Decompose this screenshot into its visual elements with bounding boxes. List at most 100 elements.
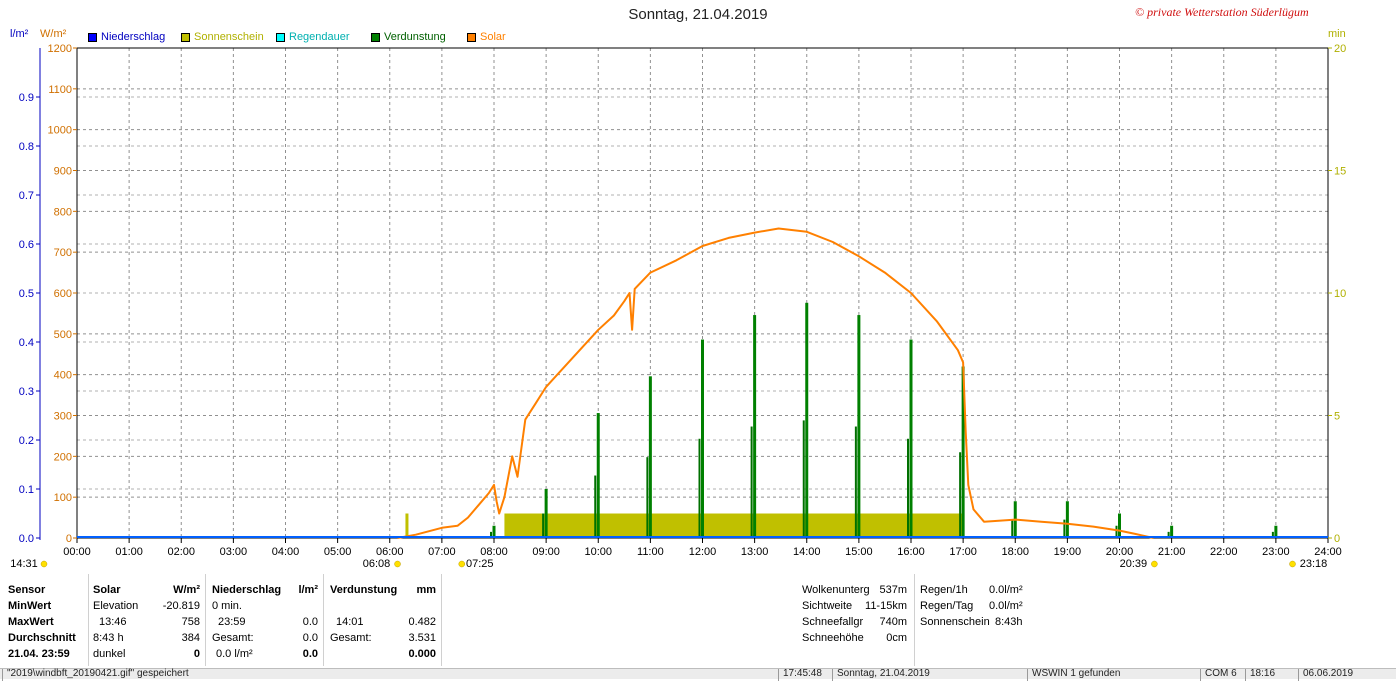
x-tick-label: 13:00 xyxy=(741,546,769,558)
y-tick-labels: 0100200300400500600700800900100011001200… xyxy=(19,43,1347,545)
legend-swatch xyxy=(88,32,97,42)
legend-item: Niederschlag xyxy=(88,31,165,43)
evaporation-bar xyxy=(854,426,857,538)
evaporation-bar xyxy=(648,376,652,538)
solar-tick-label: 900 xyxy=(54,166,72,178)
evaporation-bar xyxy=(907,438,909,538)
evaporation-bar xyxy=(492,525,496,538)
solar-row-value: 384 xyxy=(181,632,200,644)
rain-row-label: Regen/Tag xyxy=(920,600,974,612)
legend-swatch xyxy=(467,32,476,42)
x-tick-label: 01:00 xyxy=(115,546,143,558)
minutes-tick-label: 0 xyxy=(1334,533,1340,545)
evaporation-bar xyxy=(802,420,805,538)
weather-row-label: Wolkenunterg xyxy=(802,584,870,596)
rain-tick-label: 0.7 xyxy=(19,190,34,202)
evaporation-series xyxy=(490,302,1278,538)
sensor-row-max: MaxWert xyxy=(8,616,54,628)
status-port: COM 6 xyxy=(1200,669,1247,681)
legend-item: Verdunstung xyxy=(371,31,446,43)
x-tick-label: 15:00 xyxy=(845,546,873,558)
legend-label: Solar xyxy=(480,31,506,43)
minutes-tick-label: 20 xyxy=(1334,43,1346,55)
solar-series xyxy=(397,227,1154,539)
stats-weather-panel: Wolkenunterg 537m Sichtweite 11-15km Sch… xyxy=(796,574,914,666)
divider xyxy=(323,574,324,666)
solar-row-label: dunkel xyxy=(93,648,126,660)
chart-title: Sonntag, 21.04.2019 xyxy=(628,6,768,23)
solar-tick-label: 500 xyxy=(54,329,72,341)
precip-header: Niederschlag xyxy=(212,584,282,596)
precip-row-label: Gesamt: xyxy=(212,632,254,644)
sensor-row-current: 21.04. 23:59 xyxy=(8,648,70,660)
x-tick-label: 04:00 xyxy=(272,546,300,558)
x-tick-label: 03:00 xyxy=(220,546,248,558)
sensor-header: Sensor xyxy=(8,584,46,596)
evaporation-bar xyxy=(490,531,492,538)
annotations: 14:31 06:08 07:25 20:39 23:18 xyxy=(10,558,1327,570)
annotation-moon-label: 23:18 xyxy=(1300,558,1328,570)
x-tick-label: 06:00 xyxy=(376,546,404,558)
x-tick-label: 02:00 xyxy=(167,546,195,558)
x-tick-label: 10:00 xyxy=(584,546,612,558)
evaporation-bar xyxy=(1170,525,1174,538)
x-tick-label: 00:00 xyxy=(63,546,91,558)
x-tick-label: 08:00 xyxy=(480,546,508,558)
solar-tick-label: 300 xyxy=(54,411,72,423)
annotation-sunset-icon xyxy=(1151,560,1158,568)
solar-unit: W/m² xyxy=(173,584,200,596)
solar-tick-label: 800 xyxy=(54,206,72,218)
precip-row-value: 0.0 xyxy=(302,632,318,644)
legend-label: Sonnenschein xyxy=(194,31,264,43)
stats-evap-panel: Verdunstung mm 14:01 0.482 Gesamt: 3.531… xyxy=(324,574,440,666)
minutes-tick-label: 5 xyxy=(1334,411,1340,423)
solar-row-label: 13:46 xyxy=(99,616,127,628)
evaporation-bar xyxy=(1271,531,1274,538)
solar-axis-unit: W/m² xyxy=(40,28,67,40)
evap-row-label: Gesamt: xyxy=(330,632,372,644)
solar-row-label: Elevation xyxy=(93,600,139,612)
legend-label: Regendauer xyxy=(289,31,350,43)
evap-header: Verdunstung xyxy=(330,584,398,596)
legend-item: Sonnenschein xyxy=(181,31,264,43)
evaporation-bar xyxy=(596,413,600,538)
rain-tick-label: 0.2 xyxy=(19,435,34,447)
stats-solar-panel: Solar W/m² Elevation -20.819 13:46 758 8… xyxy=(89,574,204,666)
rain-tick-label: 0.6 xyxy=(19,239,34,251)
status-bar xyxy=(0,668,1396,679)
sunshine-series xyxy=(405,513,964,538)
rain-axis-unit: l/m² xyxy=(10,28,29,40)
evaporation-bar xyxy=(544,489,548,538)
x-tick-label: 12:00 xyxy=(689,546,717,558)
divider xyxy=(914,574,915,666)
weather-row-label: Schneefallgr xyxy=(802,616,864,628)
status-message: "2019\windbft_20190421.gif" gespeichert xyxy=(2,669,777,681)
evaporation-bar xyxy=(961,366,965,538)
precip-row-label: 0.0 l/m² xyxy=(216,648,253,660)
rain-row-value: 0.0l/m² xyxy=(989,584,1023,596)
solar-tick-label: 1200 xyxy=(48,43,72,55)
weather-row-value: 740m xyxy=(879,616,907,628)
annotation-sun-label: 07:25 xyxy=(466,558,494,570)
evap-row-value: 3.531 xyxy=(408,632,436,644)
evaporation-bar xyxy=(1011,519,1014,538)
stats-rain-panel: Regen/1h 0.0l/m² Regen/Tag 0.0l/m² Sonne… xyxy=(915,574,1035,666)
annotation-moon-icon xyxy=(1289,560,1296,568)
evaporation-bar xyxy=(1167,531,1170,538)
evap-row-label: 14:01 xyxy=(336,616,364,628)
rain-tick-label: 0.9 xyxy=(19,92,34,104)
x-tick-label: 18:00 xyxy=(1001,546,1029,558)
solar-header: Solar xyxy=(93,584,121,596)
evap-unit: mm xyxy=(416,584,436,596)
precip-row-value: 0.0 xyxy=(302,648,318,660)
annotation-sunset-label: 20:39 xyxy=(1120,558,1148,570)
minutes-tick-label: 10 xyxy=(1334,288,1346,300)
legend-swatch xyxy=(276,32,285,42)
x-tick-label: 14:00 xyxy=(793,546,821,558)
legend-item: Regendauer xyxy=(276,31,350,43)
evaporation-bar xyxy=(909,339,913,538)
evaporation-bar xyxy=(1063,519,1066,538)
evaporation-bar xyxy=(698,438,701,538)
status-today: 06.06.2019 xyxy=(1298,669,1393,681)
evaporation-bar xyxy=(805,302,809,538)
